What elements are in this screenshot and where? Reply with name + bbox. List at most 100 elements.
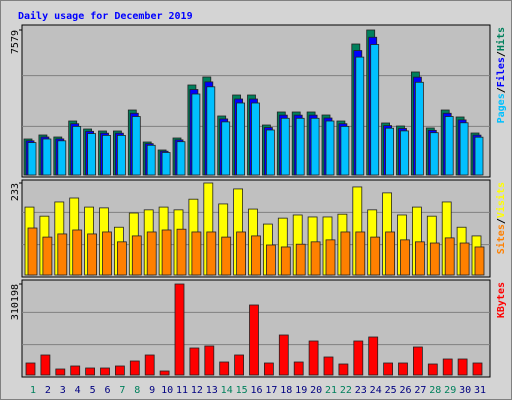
legend-entry: KBytes bbox=[496, 282, 507, 318]
x-tick-label: 24 bbox=[370, 385, 382, 396]
x-tick-label: 5 bbox=[90, 385, 96, 396]
x-tick-label: 10 bbox=[161, 385, 173, 396]
legend-entry: Visits bbox=[495, 182, 507, 218]
bar bbox=[474, 246, 485, 276]
x-tick-label: 4 bbox=[75, 385, 81, 396]
x-tick-label: 30 bbox=[459, 385, 471, 396]
bar bbox=[57, 140, 67, 176]
bar bbox=[278, 334, 289, 376]
bar bbox=[189, 347, 200, 376]
bar bbox=[414, 241, 425, 276]
bar bbox=[72, 126, 82, 176]
bar bbox=[159, 370, 170, 376]
bar bbox=[161, 229, 172, 276]
x-tick-label: 15 bbox=[236, 385, 248, 396]
bar bbox=[236, 231, 247, 276]
bar bbox=[87, 233, 97, 276]
bar bbox=[102, 134, 111, 176]
bar bbox=[400, 239, 410, 276]
bar bbox=[370, 236, 381, 276]
bar bbox=[117, 241, 127, 276]
bar bbox=[459, 122, 469, 176]
bar bbox=[161, 152, 171, 176]
legend-entry: Files bbox=[495, 57, 507, 87]
x-tick-label: 19 bbox=[295, 385, 307, 396]
bar bbox=[117, 134, 126, 176]
bar bbox=[429, 132, 439, 176]
bar bbox=[427, 363, 438, 376]
legend-separator: / bbox=[496, 51, 507, 57]
bar bbox=[414, 81, 424, 176]
bar bbox=[385, 231, 396, 276]
legend-entry: Hits bbox=[495, 27, 507, 51]
x-tick-label: 27 bbox=[414, 385, 426, 396]
bar bbox=[412, 346, 423, 376]
bar bbox=[325, 239, 336, 276]
legend-separator: / bbox=[496, 87, 507, 93]
bar bbox=[472, 362, 483, 376]
bar bbox=[459, 242, 470, 276]
bar bbox=[295, 117, 305, 176]
bar bbox=[323, 356, 334, 376]
bar bbox=[442, 358, 453, 376]
bar bbox=[444, 116, 454, 176]
x-tick-label: 3 bbox=[60, 385, 66, 396]
legend-entry: Sites bbox=[495, 224, 507, 254]
x-tick-label: 14 bbox=[221, 385, 233, 396]
bar bbox=[295, 243, 306, 276]
bar bbox=[191, 93, 201, 176]
bar bbox=[25, 362, 36, 376]
bar bbox=[234, 354, 245, 376]
bar bbox=[457, 358, 468, 376]
bar bbox=[70, 365, 81, 376]
legend: Pages/Files/Hits bbox=[495, 27, 507, 123]
bar bbox=[368, 336, 379, 376]
bar bbox=[308, 340, 319, 376]
bar bbox=[27, 227, 38, 276]
x-tick-label: 12 bbox=[191, 385, 203, 396]
bar bbox=[176, 141, 186, 176]
bar bbox=[429, 242, 440, 276]
x-tick-label: 31 bbox=[474, 385, 486, 396]
bar bbox=[42, 236, 53, 276]
bar bbox=[236, 102, 246, 176]
x-tick-label: 29 bbox=[444, 385, 456, 396]
bar bbox=[280, 117, 290, 176]
x-tick-label: 6 bbox=[104, 385, 110, 396]
x-tick-label: 9 bbox=[149, 385, 155, 396]
bar bbox=[444, 237, 455, 276]
bar bbox=[115, 365, 125, 376]
y-tick-label: 7579 bbox=[10, 30, 21, 54]
bar bbox=[325, 120, 335, 176]
bar bbox=[176, 228, 187, 276]
bar bbox=[42, 138, 52, 176]
legend: Sites/Visits bbox=[495, 182, 507, 254]
bar bbox=[219, 361, 230, 376]
bar bbox=[40, 354, 51, 376]
bar bbox=[206, 231, 217, 276]
bar bbox=[131, 116, 141, 176]
bar bbox=[85, 367, 95, 376]
x-tick-label: 20 bbox=[310, 385, 322, 396]
x-tick-label: 26 bbox=[399, 385, 411, 396]
x-tick-label: 13 bbox=[206, 385, 218, 396]
bar bbox=[191, 231, 202, 276]
bar bbox=[174, 283, 185, 376]
bar bbox=[338, 363, 349, 376]
bar bbox=[355, 231, 366, 276]
bar bbox=[293, 361, 304, 376]
bar bbox=[400, 130, 409, 176]
bar bbox=[251, 102, 260, 176]
y-tick-label: 310198 bbox=[10, 284, 21, 320]
bar bbox=[340, 231, 351, 276]
bar bbox=[310, 117, 320, 176]
x-tick-label: 16 bbox=[250, 385, 262, 396]
x-tick-label: 11 bbox=[176, 385, 188, 396]
bar bbox=[57, 233, 68, 276]
x-tick-label: 1 bbox=[30, 385, 36, 396]
bar bbox=[144, 354, 155, 376]
bar bbox=[249, 304, 259, 376]
bar bbox=[100, 367, 110, 376]
